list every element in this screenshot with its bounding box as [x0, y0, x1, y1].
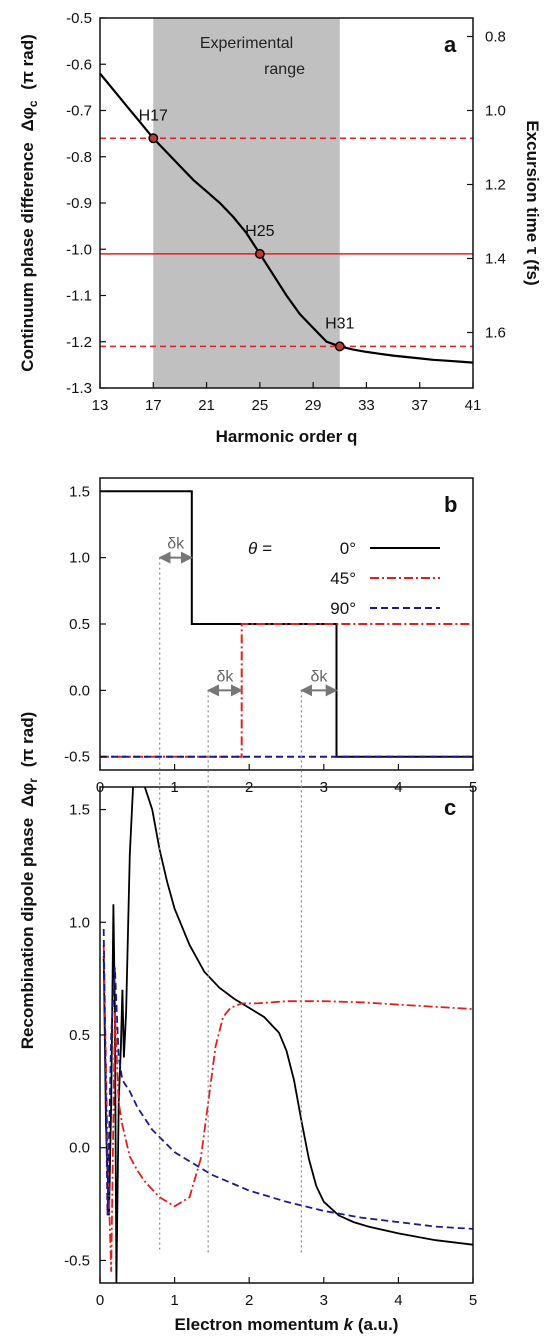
y-tick-label: -1.0: [66, 241, 92, 258]
panel-c-y-ticks: 1.5 1.0 0.5 0.0 -0.5: [64, 802, 106, 1269]
panel-b-y-ticks: 1.5 1.0 0.5 0.0 -0.5: [64, 483, 106, 766]
x-tick-label: 0: [96, 1292, 104, 1309]
y-tick-label: 1.0: [69, 550, 90, 567]
y-tick-label: -0.5: [64, 1252, 90, 1269]
y-tick-label: 0.5: [69, 1027, 90, 1044]
panel-a-y-axis-label: Continuum phase difference Δφc (π rad): [18, 34, 41, 372]
panel-a-y-label-unit: (π rad): [18, 34, 37, 90]
shared-y-label-subscript: r: [26, 778, 40, 783]
legend: θ = 0° 45° 90°: [248, 539, 440, 618]
panel-b-series: [100, 490, 473, 758]
x-tick-label: 13: [92, 397, 109, 414]
marker-h17: [148, 133, 159, 144]
y-tick-label: 1.0: [69, 914, 90, 931]
y-tick-label: -0.7: [66, 103, 92, 120]
y-tick-label: -1.3: [66, 380, 92, 397]
panel-c-x-label-var: k: [344, 1315, 355, 1334]
legend-theta-prefix: θ =: [248, 539, 272, 558]
x-tick-label: 33: [358, 397, 375, 414]
y-tick-label: -0.6: [66, 56, 92, 73]
legend-label-2: 45°: [330, 569, 356, 588]
shared-y-label-unit: (π rad): [18, 712, 37, 768]
x-tick-label: 21: [198, 397, 215, 414]
panel-a-y-label-subscript: c: [26, 100, 40, 107]
delta-k-label-1: δk: [167, 536, 185, 553]
x-tick-label: 37: [411, 397, 428, 414]
panel-b-letter: b: [444, 492, 457, 517]
legend-label-1: 0°: [340, 539, 356, 558]
c-series-4: [102, 928, 473, 1230]
y-tick-label: 0.0: [69, 682, 90, 699]
c-series-3: [102, 944, 473, 1272]
panel-a-letter: a: [444, 32, 457, 57]
y-tick-label: 0.0: [69, 1140, 90, 1157]
x-tick-label: 4: [394, 1292, 402, 1309]
experimental-range-label-line2: range: [264, 61, 305, 78]
y2-tick-label: 0.8: [485, 29, 506, 46]
experimental-range-label-line1: Experimental: [200, 35, 293, 52]
series-theta-45deg: [100, 623, 473, 758]
panel-c-x-label-suffix: (a.u.): [358, 1315, 399, 1334]
shared-y-label-symbol: Δφ: [18, 783, 37, 807]
x-tick-label: 25: [252, 397, 269, 414]
y2-tick-label: 1.4: [485, 251, 506, 268]
delta-k-annotations: δk δk δk: [158, 536, 338, 697]
y2-tick-label: 1.2: [485, 177, 506, 194]
harmonic-markers: H17 H25 H31: [139, 107, 355, 352]
panel-c-x-label-prefix: Electron momentum: [175, 1315, 339, 1334]
c-series-1: [121, 787, 473, 1246]
x-tick-label: 1: [170, 1292, 178, 1309]
marker-label-h31: H31: [325, 315, 354, 332]
marker-h25: [254, 248, 265, 259]
delta-k-label-2: δk: [217, 668, 235, 685]
shared-y-label-text: Recombination dipole phase: [18, 818, 37, 1049]
continuum-phase-curve: [99, 72, 474, 364]
y2-tick-label: 1.0: [485, 103, 506, 120]
panel-a-x-axis-label: Harmonic order q: [216, 427, 358, 446]
x-tick-label: 29: [305, 397, 322, 414]
panel-c-frame: [99, 786, 474, 1284]
shared-y-axis-label: Recombination dipole phase Δφr (π rad): [18, 712, 41, 1049]
marker-label-h17: H17: [139, 107, 168, 124]
y-tick-label: -0.5: [64, 749, 90, 766]
y-tick-label: -1.1: [66, 288, 92, 305]
reference-lines: [100, 137, 473, 348]
x-tick-label: 2: [245, 1292, 253, 1309]
panel-c-series: [102, 787, 473, 1283]
y-tick-label: 1.5: [69, 802, 90, 819]
y-tick-label: -0.8: [66, 149, 92, 166]
y-tick-label: -1.2: [66, 334, 92, 351]
y-tick-label: 0.5: [69, 616, 90, 633]
x-tick-label: 3: [320, 1292, 328, 1309]
y-tick-label: -0.9: [66, 195, 92, 212]
panel-a-y-label-symbol: Δφ: [18, 107, 37, 131]
panel-a-y2-ticks: 0.8 1.0 1.2 1.4 1.6: [467, 29, 506, 342]
experimental-range-shading: [153, 18, 340, 388]
panel-a-x-ticks: 13 17 21 25 29 33 37 41: [92, 382, 482, 414]
y2-tick-label: 1.6: [485, 325, 506, 342]
panel-a: Experimental range H17 H25 H31 13 17 21 25 29 3…: [18, 10, 542, 446]
panel-c-letter: c: [444, 795, 456, 820]
x-tick-label: 41: [465, 397, 482, 414]
delta-k-label-3: δk: [310, 668, 328, 685]
dotted-link-lines: [159, 557, 303, 1253]
legend-label-3: 90°: [330, 599, 356, 618]
x-tick-label: 5: [469, 1292, 477, 1309]
marker-h31: [334, 341, 345, 352]
marker-label-h25: H25: [245, 223, 274, 240]
y-tick-label: -0.5: [66, 10, 92, 27]
panel-c-x-ticks: 0 1 2 3 4 5: [96, 1277, 477, 1309]
y-tick-label: 1.5: [69, 483, 90, 500]
panel-a-y-ticks: -0.5 -0.6 -0.7 -0.8 -0.9 -1.0 -1.1 -1.2 -1.3: [66, 10, 106, 397]
panel-c-x-axis-label: Electron momentum k (a.u.): [175, 1315, 399, 1334]
x-tick-label: 17: [145, 397, 162, 414]
panel-c: 0 1 2 3 4 5 1.5 1.0 0.5 0.0 -0.5 c Electron momen…: [64, 786, 477, 1334]
panel-a-right-axis-label: Excursion time τ (fs): [523, 120, 542, 285]
panel-a-y-label-text: Continuum phase difference: [18, 142, 37, 372]
